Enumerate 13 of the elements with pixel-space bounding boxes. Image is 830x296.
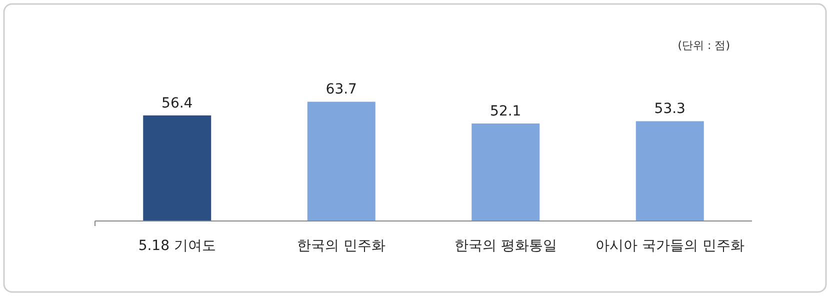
bar [636,121,704,221]
text: (단위 : 점) [678,39,730,52]
data-label: 56.4 [162,95,193,112]
x-tick-label: 한국의 민주화 [297,238,386,254]
bar [143,115,212,221]
data-label: 63.7 [326,82,357,98]
x-tick-label: 아시아 국가들의 민주화 [595,238,744,254]
data-label: 52.1 [490,103,522,120]
bar [307,102,376,221]
data-label: 53.3 [654,101,686,118]
bar [472,123,540,221]
x-tick-label: 한국의 평화통일 [454,238,557,254]
x-tick-label: 5.18 기여도 [138,238,216,254]
